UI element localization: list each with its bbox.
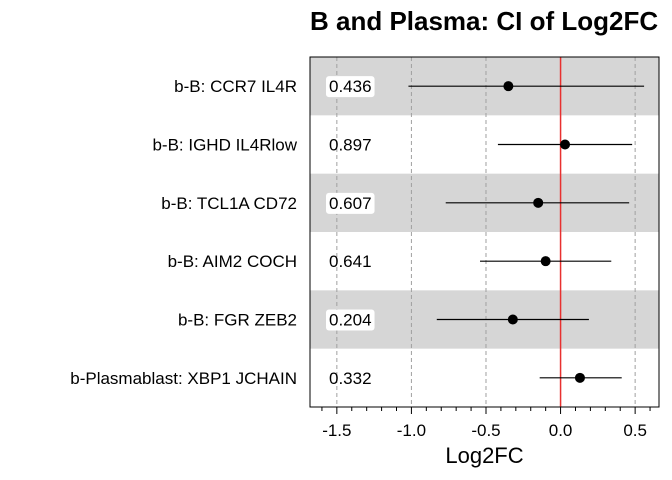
estimate-point	[574, 372, 585, 383]
p-value-background	[326, 76, 375, 98]
p-value-label: 0.897	[329, 136, 372, 155]
x-tick-label: 0.0	[549, 421, 573, 440]
category-labels: b-B: CCR7 IL4R b-B: IGHD IL4Rlow b-B: TCL1…	[70, 77, 297, 388]
x-tick-label: -0.5	[471, 421, 500, 440]
x-axis: -1.5 -1.0 -0.5 0.0 0.5	[321, 407, 651, 440]
p-value-background	[326, 309, 375, 331]
p-value-label: 0.641	[329, 252, 372, 271]
category-label: b-B: TCL1A CD72	[161, 194, 297, 213]
p-value-label: 0.204	[329, 311, 372, 330]
ci-marks	[408, 81, 645, 383]
category-label: b-B: AIM2 COCH	[168, 252, 297, 271]
p-value-label: 0.332	[329, 369, 372, 388]
estimate-point	[540, 256, 551, 267]
panel-border	[309, 56, 660, 408]
category-label: b-B: IGHD IL4Rlow	[152, 136, 297, 155]
category-label: b-B: CCR7 IL4R	[174, 77, 297, 96]
p-value-label: 0.436	[329, 77, 372, 96]
p-value-background	[326, 192, 375, 214]
estimate-point	[560, 139, 571, 150]
x-tick-label: -1.5	[322, 421, 351, 440]
x-tick-label: 0.5	[623, 421, 647, 440]
estimate-point	[507, 314, 518, 325]
estimate-point	[503, 81, 514, 92]
x-tick-label: -1.0	[397, 421, 426, 440]
category-label: b-B: FGR ZEB2	[178, 311, 297, 330]
category-label: b-Plasmablast: XBP1 JCHAIN	[70, 369, 297, 388]
p-value-label: 0.607	[329, 194, 372, 213]
chart-title: B and Plasma: CI of Log2FC	[310, 6, 659, 36]
estimate-point	[533, 197, 544, 208]
x-axis-title: Log2FC	[445, 443, 523, 468]
p-value-labels: 0.436 0.897 0.607 0.641 0.204 0.332	[326, 76, 375, 388]
